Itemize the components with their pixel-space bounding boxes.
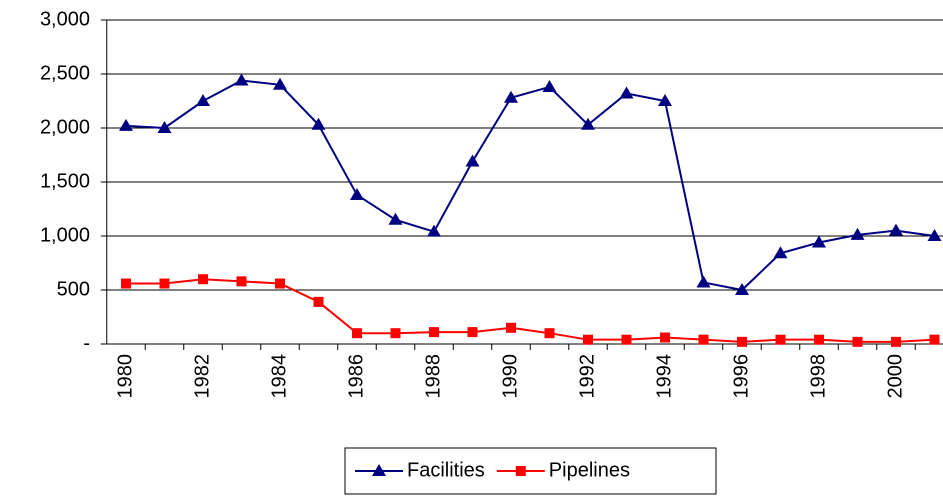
legend-label: Pipelines <box>549 459 630 481</box>
y-tick-label: 1,500 <box>40 170 90 192</box>
point <box>927 229 942 241</box>
y-tick-label: 2,000 <box>40 116 90 138</box>
point <box>198 274 208 285</box>
x-tick-label: 1994 <box>653 354 675 399</box>
point <box>889 223 903 236</box>
series-line <box>126 278 935 343</box>
point <box>504 90 518 103</box>
x-tick-label: 1984 <box>268 354 290 399</box>
point <box>159 278 170 289</box>
point <box>929 334 940 345</box>
point <box>311 117 326 130</box>
point <box>852 336 863 347</box>
x-tick-label: 1996 <box>730 354 752 399</box>
y-tick-label: 1,000 <box>40 224 90 246</box>
x-tick-label: 1986 <box>345 354 367 399</box>
point <box>544 328 555 339</box>
point <box>275 278 285 289</box>
point <box>429 327 439 338</box>
point <box>467 327 478 338</box>
x-tick-label: 1992 <box>576 354 598 399</box>
point <box>234 73 249 86</box>
point <box>465 154 480 167</box>
point <box>660 332 670 343</box>
point <box>658 94 672 106</box>
point <box>390 328 401 339</box>
point <box>621 334 632 345</box>
point <box>236 276 247 287</box>
point <box>350 187 364 200</box>
point <box>542 79 557 92</box>
point <box>850 227 865 240</box>
point <box>812 235 826 248</box>
point <box>583 334 593 345</box>
point <box>119 118 133 131</box>
y-tick-label: - <box>83 332 90 354</box>
x-tick-label: 1998 <box>807 354 829 399</box>
point <box>388 212 403 225</box>
legend-label: Facilities <box>407 459 485 481</box>
series-line <box>125 79 935 292</box>
point <box>121 278 131 289</box>
point <box>196 94 210 106</box>
y-tick-label: 3,000 <box>40 8 90 30</box>
x-tick-label: 1990 <box>499 354 521 399</box>
point <box>273 77 287 90</box>
point <box>891 336 901 347</box>
point <box>619 86 634 99</box>
point <box>313 296 324 307</box>
point <box>157 121 172 133</box>
y-tick-label: 2,500 <box>40 62 90 84</box>
y-tick-label: 500 <box>57 278 90 300</box>
point <box>773 246 788 259</box>
x-tick-label: 1980 <box>114 354 136 399</box>
point <box>735 283 749 295</box>
legend-marker <box>372 464 386 476</box>
point <box>581 117 595 130</box>
x-tick-label: 2000 <box>884 354 906 399</box>
x-tick-label: 1988 <box>422 354 444 399</box>
point <box>737 336 747 347</box>
x-tick-label: 1982 <box>191 354 213 399</box>
point <box>506 322 516 333</box>
point <box>696 275 711 288</box>
point <box>352 328 362 339</box>
legend-marker <box>515 466 526 476</box>
point <box>814 334 824 345</box>
point <box>698 334 709 345</box>
point <box>775 334 786 345</box>
point <box>427 224 441 237</box>
